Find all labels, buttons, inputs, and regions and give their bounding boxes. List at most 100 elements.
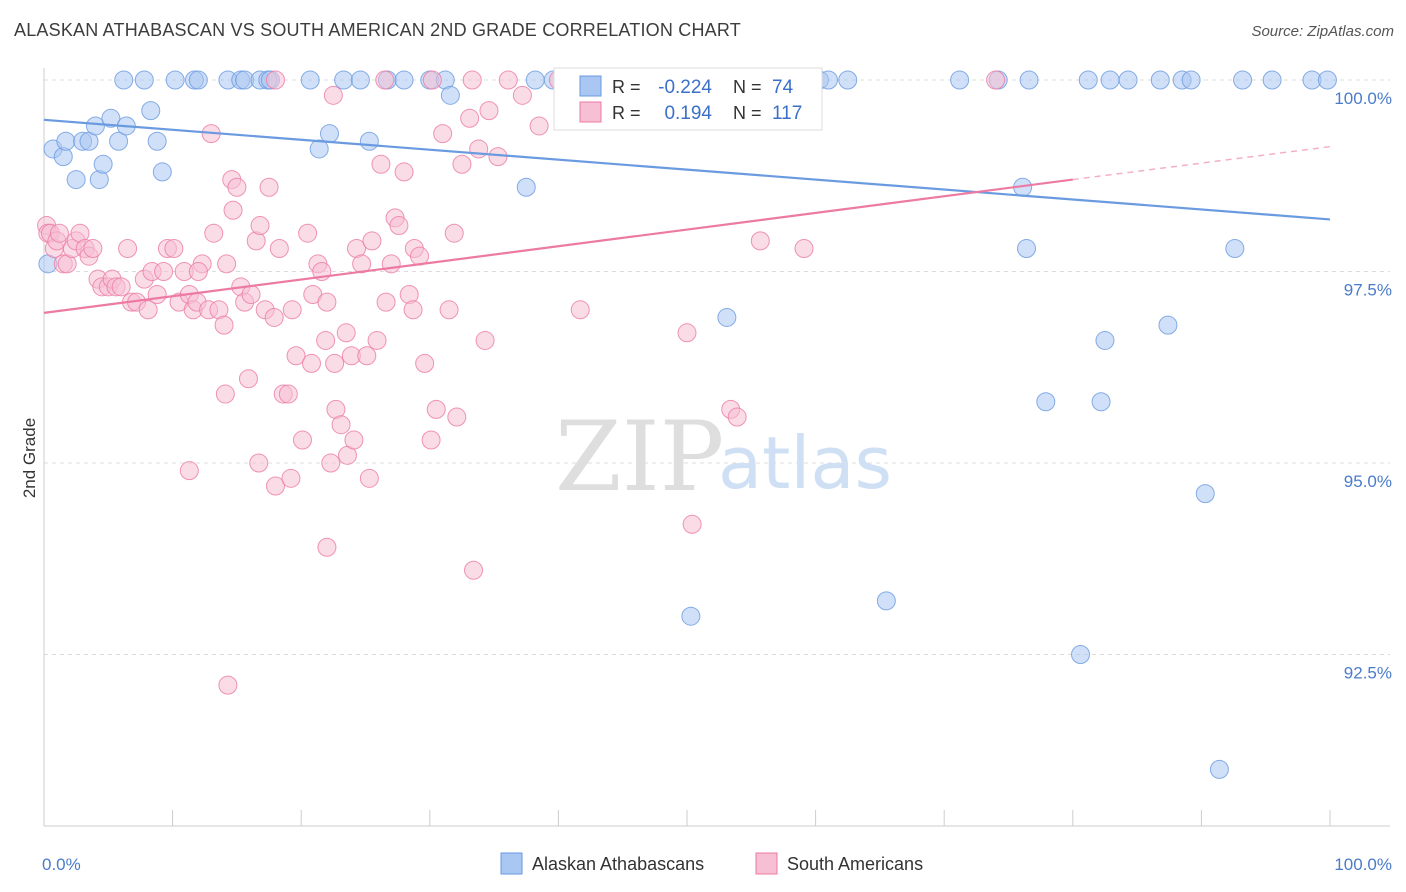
point-south-american	[460, 108, 480, 128]
stats-n-label-2: N =	[733, 103, 762, 123]
point-south-american	[570, 300, 590, 320]
point-south-american	[218, 675, 238, 695]
point-alaskan	[109, 131, 129, 151]
y-tick-label: 100.0%	[1334, 89, 1392, 108]
point-south-american	[389, 216, 409, 236]
point-south-american	[479, 101, 499, 121]
point-south-american	[367, 330, 387, 350]
point-alaskan	[394, 70, 414, 90]
chart-title: ALASKAN ATHABASCAN VS SOUTH AMERICAN 2ND…	[14, 20, 741, 40]
y-tick-label: 97.5%	[1344, 281, 1392, 300]
legend-label-south-american[interactable]: South Americans	[787, 854, 923, 874]
point-south-american	[323, 85, 343, 105]
point-alaskan	[1078, 70, 1098, 90]
point-south-american	[331, 415, 351, 435]
point-south-american	[317, 537, 337, 557]
point-alaskan	[85, 116, 105, 136]
watermark: ZIP atlas	[555, 401, 892, 513]
stats-swatch-blue	[579, 75, 602, 97]
point-south-american	[421, 430, 441, 450]
point-alaskan	[1091, 392, 1111, 412]
point-south-american	[677, 323, 697, 343]
point-south-american	[249, 453, 269, 473]
point-alaskan	[440, 85, 460, 105]
axes	[43, 68, 1390, 827]
point-alaskan	[188, 70, 208, 90]
point-south-american	[529, 116, 549, 136]
point-south-american	[111, 277, 131, 297]
point-alaskan	[1118, 70, 1138, 90]
point-south-american	[83, 239, 103, 259]
series-legend: Alaskan Athabascans South Americans	[500, 852, 923, 875]
stats-n-value-1: 74	[772, 77, 794, 98]
point-south-american	[362, 231, 382, 251]
point-south-american	[259, 177, 279, 197]
y-tick-label: 95.0%	[1344, 472, 1392, 491]
source-label: Source: ZipAtlas.com	[1251, 23, 1394, 40]
point-alaskan	[876, 591, 896, 611]
point-south-american	[336, 323, 356, 343]
point-alaskan	[1181, 70, 1201, 90]
point-south-american	[49, 223, 69, 243]
point-south-american	[282, 300, 302, 320]
gridlines	[44, 79, 1390, 655]
point-south-american	[375, 70, 395, 90]
point-south-american	[357, 346, 377, 366]
stats-swatch-pink	[579, 101, 602, 123]
point-south-american	[452, 154, 472, 174]
legend-label-alaskan[interactable]: Alaskan Athabascans	[532, 854, 704, 874]
trend-line-extension	[1072, 145, 1331, 181]
point-alaskan	[93, 154, 113, 174]
point-south-american	[512, 85, 532, 105]
point-south-american	[727, 407, 747, 427]
point-south-american	[250, 216, 270, 236]
point-alaskan	[114, 70, 134, 90]
point-south-american	[469, 139, 489, 159]
point-south-american	[298, 223, 318, 243]
point-alaskan	[681, 606, 701, 626]
point-south-american	[154, 262, 174, 281]
point-south-american	[223, 200, 243, 220]
point-south-american	[286, 346, 306, 366]
point-alaskan	[1195, 484, 1215, 504]
point-alaskan	[1262, 70, 1282, 90]
point-south-american	[188, 262, 208, 281]
point-alaskan	[309, 139, 329, 159]
point-alaskan	[1233, 70, 1253, 90]
point-south-american	[325, 353, 345, 373]
point-south-american	[164, 239, 184, 259]
point-south-american	[464, 560, 484, 580]
point-south-american	[394, 162, 414, 182]
stats-n-value-2: 117	[772, 103, 802, 124]
legend-swatch-alaskan[interactable]	[500, 852, 523, 875]
point-south-american	[475, 330, 495, 350]
x-tick-label-start: 0.0%	[42, 855, 81, 874]
point-alaskan	[516, 177, 536, 197]
point-alaskan	[66, 170, 86, 190]
point-alaskan	[1095, 330, 1115, 350]
point-south-american	[217, 254, 237, 274]
y-axis-label: 2nd Grade	[20, 418, 39, 498]
point-south-american	[986, 70, 1006, 90]
point-south-american	[241, 284, 261, 304]
point-alaskan	[101, 108, 121, 128]
point-alaskan	[134, 70, 154, 90]
point-south-american	[381, 254, 401, 274]
stats-r-value-1: -0.224	[658, 77, 712, 98]
stats-legend: R = -0.224 N = 74 R = 0.194 N = 117	[553, 67, 823, 131]
legend-swatch-south-american[interactable]	[755, 852, 778, 875]
point-alaskan	[1036, 392, 1056, 412]
point-alaskan	[165, 70, 185, 90]
point-south-american	[462, 70, 482, 90]
point-south-american	[426, 399, 446, 419]
point-alaskan	[1017, 239, 1037, 259]
watermark-atlas: atlas	[718, 421, 892, 505]
point-alaskan	[147, 131, 167, 151]
stats-r-value-2: 0.194	[664, 103, 712, 124]
point-south-american	[227, 177, 247, 197]
point-alaskan	[300, 70, 320, 90]
stats-n-label-1: N =	[733, 77, 762, 97]
watermark-zip: ZIP	[555, 401, 724, 513]
point-south-american	[316, 330, 336, 350]
point-south-american	[204, 223, 224, 243]
